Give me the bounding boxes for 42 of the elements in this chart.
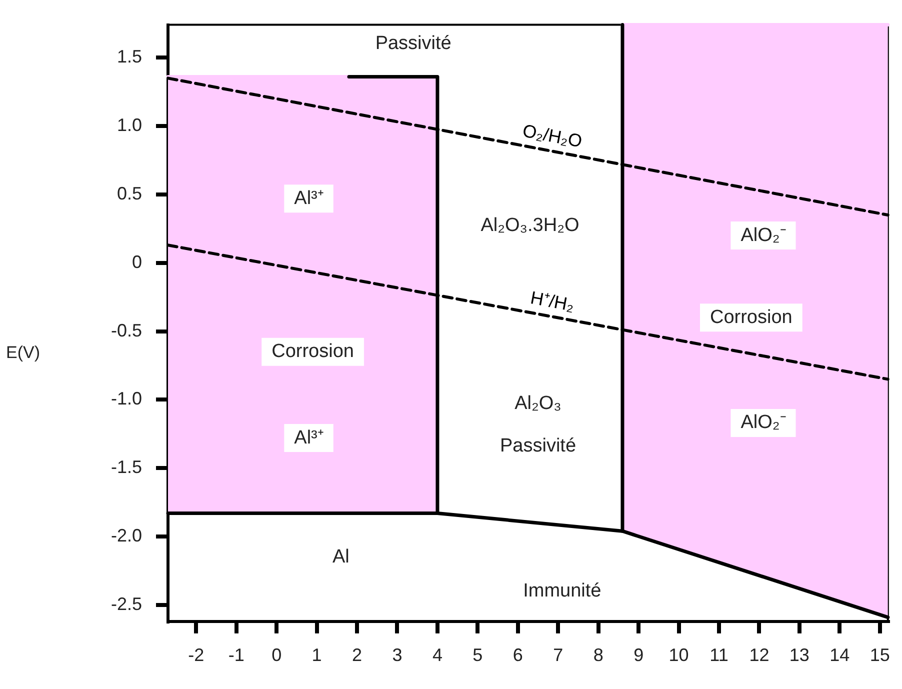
annotation: Al³⁺ bbox=[294, 427, 324, 448]
annotation: Al₂O₃.3H₂O bbox=[480, 215, 580, 236]
y-tick-label: 1.5 bbox=[116, 46, 142, 67]
x-tick-label: 11 bbox=[710, 645, 728, 666]
annotation: AlO₂⁻ bbox=[740, 412, 786, 434]
x-tick-label: 12 bbox=[749, 645, 770, 666]
x-tick-label: 10 bbox=[668, 645, 689, 666]
x-tick-label: 1 bbox=[312, 645, 322, 666]
text: H⁺/H₂ bbox=[528, 288, 576, 316]
annotation: Al bbox=[332, 546, 350, 568]
x-tick-label: 3 bbox=[392, 645, 402, 666]
y-axis-title: E(V) bbox=[6, 342, 40, 362]
x-tick-label: 0 bbox=[272, 645, 282, 666]
annotation: AlO₂⁻ bbox=[740, 224, 786, 246]
annotation: Corrosion bbox=[710, 306, 792, 328]
x-tick-label: 6 bbox=[512, 645, 523, 666]
y-tick-label: 0 bbox=[132, 252, 142, 272]
y-tick-label: -0.5 bbox=[110, 320, 142, 340]
annotation: Corrosion bbox=[272, 341, 354, 362]
x-tick-label: 8 bbox=[593, 645, 604, 666]
y-tick-label: 0.5 bbox=[116, 183, 142, 204]
x-tick-label: 4 bbox=[432, 645, 442, 666]
x-tick-label: 2 bbox=[352, 645, 362, 666]
annotation: Immunité bbox=[523, 580, 602, 602]
x-tick-label: -2 bbox=[188, 645, 204, 666]
x-tick-label: -1 bbox=[228, 645, 244, 666]
y-tick-label: -1.0 bbox=[110, 388, 142, 409]
y-tick-label: -1.5 bbox=[110, 457, 142, 478]
x-tick-label: 14 bbox=[830, 645, 850, 666]
x-tick-label: 7 bbox=[553, 645, 564, 666]
annotation: Al³⁺ bbox=[294, 188, 324, 209]
annotation: Passivité bbox=[500, 435, 576, 456]
annotation: Al₂O₃ bbox=[514, 393, 562, 414]
x-tick-label: 15 bbox=[870, 645, 890, 666]
x-tick-label: 13 bbox=[789, 645, 810, 666]
y-tick-label: -2.5 bbox=[110, 594, 142, 614]
y-tick-label: 1.0 bbox=[116, 115, 142, 136]
x-tick-label: 9 bbox=[634, 645, 644, 666]
x-tick-label: 5 bbox=[472, 645, 483, 666]
text: O₂/H₂O bbox=[521, 120, 584, 152]
y-tick-label: -2.0 bbox=[110, 526, 142, 546]
annotation: Passivité bbox=[375, 33, 452, 54]
